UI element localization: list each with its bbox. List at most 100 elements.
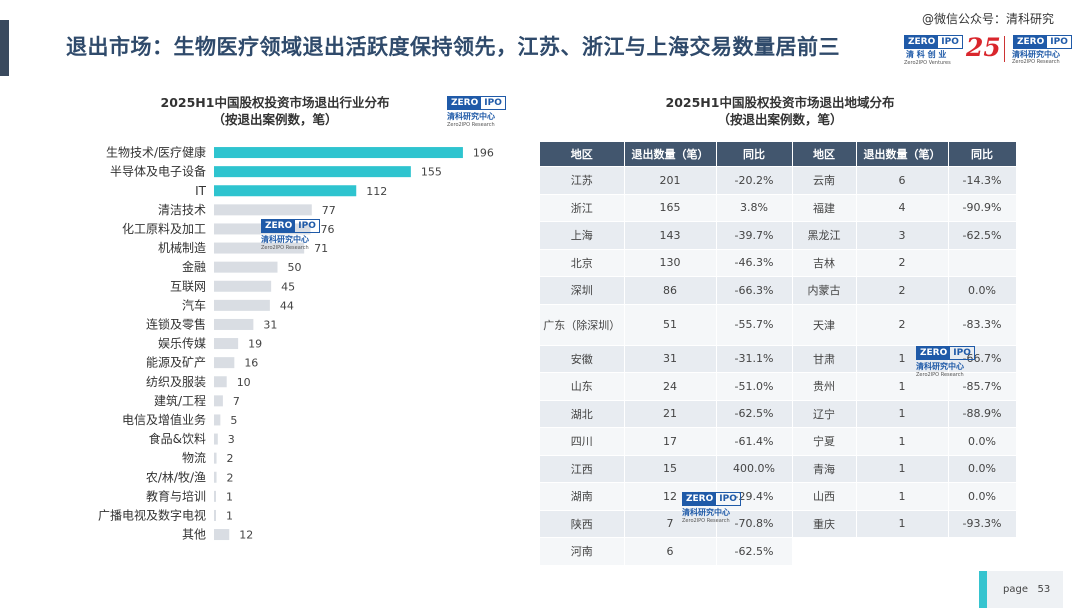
data-label: 2 [227, 471, 234, 484]
data-label: 112 [366, 185, 387, 198]
logo-research-cn: 清科研究中心 [1012, 50, 1060, 59]
table-cell: -88.9% [948, 399, 1017, 428]
table-cell: 福建 [792, 193, 857, 222]
column-header: 退出数量（笔） [856, 142, 949, 167]
table-cell [856, 537, 949, 565]
table-cell: 上海 [540, 221, 625, 249]
page-title: 退出市场：生物医疗领域退出活跃度保持领先，江苏、浙江与上海交易数量居前三 [66, 35, 840, 59]
table-cell: -51.0% [716, 372, 793, 400]
table-cell: 河南 [540, 537, 625, 565]
table-cell: 安徽 [540, 344, 625, 373]
table-cell: 甘肃 [792, 344, 857, 373]
industry-chart-title-line2: （按退出案例数，笔） [212, 112, 338, 127]
category-label: 能源及矿产 [146, 356, 206, 370]
table-cell: 云南 [792, 166, 857, 194]
table-cell: 青海 [792, 454, 857, 483]
category-label: IT [195, 184, 207, 198]
table-row: 上海 143 -39.7% 黑龙江 3 -62.5% [540, 221, 1017, 249]
table-row: 山东 24 -51.0% 贵州 1 -85.7% [540, 372, 1017, 400]
table-cell: -93.3% [948, 509, 1017, 538]
page-number: page 53 [1003, 584, 1050, 595]
table-cell: 201 [624, 166, 717, 194]
logo-research-en: Zero2IPO Research [682, 518, 730, 524]
data-label: 76 [321, 223, 335, 236]
table-cell: 7 [624, 509, 717, 538]
table-cell: -20.2% [716, 166, 793, 194]
table-cell: 0.0% [948, 454, 1017, 483]
logo-research-en: Zero2IPO Research [916, 372, 964, 378]
industry-chart-title: 2025H1中国股权投资市场退出行业分布 （按退出案例数，笔） [140, 94, 410, 128]
table-cell: 51 [624, 303, 717, 345]
table-cell: 辽宁 [792, 399, 857, 428]
table-cell: -55.7% [716, 303, 793, 345]
table-cell: 宁夏 [792, 427, 857, 455]
title-accent-bar [0, 20, 9, 76]
table-cell: 400.0% [716, 454, 793, 483]
table-cell: 0.0% [948, 276, 1017, 304]
category-label: 娱乐传媒 [158, 336, 206, 351]
category-label: 连锁及零售 [146, 316, 206, 331]
table-cell [792, 537, 857, 565]
bar [214, 452, 217, 464]
table-cell: 2 [856, 276, 949, 304]
data-label: 31 [263, 318, 277, 331]
data-label: 2 [227, 452, 234, 465]
table-cell: 1 [856, 372, 949, 400]
table-cell: 广东（除深圳） [540, 303, 625, 345]
bar [214, 318, 254, 330]
category-label: 其他 [182, 528, 206, 542]
category-label: 清洁技术 [158, 203, 206, 217]
table-cell: -85.7% [948, 372, 1017, 400]
bar [214, 299, 270, 311]
table-cell: 0.0% [948, 427, 1017, 455]
table-row: 北京 130 -46.3% 吉林 2 [540, 248, 1017, 277]
page-label: page [1003, 584, 1028, 595]
table-cell: -66.3% [716, 276, 793, 304]
logo-research-en: Zero2IPO Research [447, 122, 495, 128]
logo-research-en: Zero2IPO Research [261, 245, 309, 251]
table-cell: -46.3% [716, 248, 793, 277]
logo-research-cn: 清科研究中心 [682, 508, 730, 517]
industry-chart-title-line1: 2025H1中国股权投资市场退出行业分布 [160, 95, 390, 110]
table-cell: 陕西 [540, 509, 625, 538]
category-label: 化工原料及加工 [122, 222, 206, 236]
table-cell [948, 537, 1017, 565]
table-cell: 165 [624, 193, 717, 222]
table-row: 湖南 12 -29.4% 山西 1 0.0% [540, 482, 1017, 510]
table-cell: -14.3% [948, 166, 1017, 194]
table-cell: 1 [856, 509, 949, 538]
bar [214, 166, 411, 178]
data-label: 196 [473, 147, 494, 160]
table-cell: 吉林 [792, 248, 857, 277]
category-label: 广播电视及数字电视 [98, 507, 206, 522]
table-cell: 21 [624, 399, 717, 428]
column-header: 同比 [948, 142, 1017, 167]
category-label: 电信及增值业务 [122, 412, 206, 427]
logo-zero-text: ZERO [905, 36, 939, 48]
table-header-row: 地区 退出数量（笔） 同比 地区 退出数量（笔） 同比 [540, 142, 1017, 167]
logo-ventures-cn: 清 科 创 业 [906, 50, 947, 59]
logo-research-cn: 清科研究中心 [447, 112, 495, 121]
table-cell: 1 [856, 427, 949, 455]
category-label: 纺织及服装 [146, 375, 206, 389]
table-cell: -70.8% [716, 509, 793, 538]
bar [214, 261, 278, 273]
data-label: 77 [322, 204, 336, 217]
table-cell [948, 248, 1017, 277]
data-label: 5 [230, 414, 237, 427]
category-label: 机械制造 [158, 240, 206, 255]
logo-zero-text: ZERO [683, 493, 717, 505]
region-exit-table: 地区 退出数量（笔） 同比 地区 退出数量（笔） 同比 江苏 201 -20.2% 云… [540, 142, 1017, 565]
table-cell: 山西 [792, 482, 857, 510]
category-label: 建筑/工程 [154, 393, 206, 408]
logo-ipo-text: IPO [941, 37, 959, 47]
logo-research-cn: 清科研究中心 [261, 235, 309, 244]
data-label: 71 [314, 242, 328, 255]
table-cell: 3 [856, 221, 949, 249]
table-cell: 山东 [540, 372, 625, 400]
bar [214, 185, 357, 197]
table-cell: 6 [624, 537, 717, 565]
logo-ipo-text: IPO [484, 98, 502, 108]
table-row: 河南 6 -62.5% [540, 537, 1017, 565]
